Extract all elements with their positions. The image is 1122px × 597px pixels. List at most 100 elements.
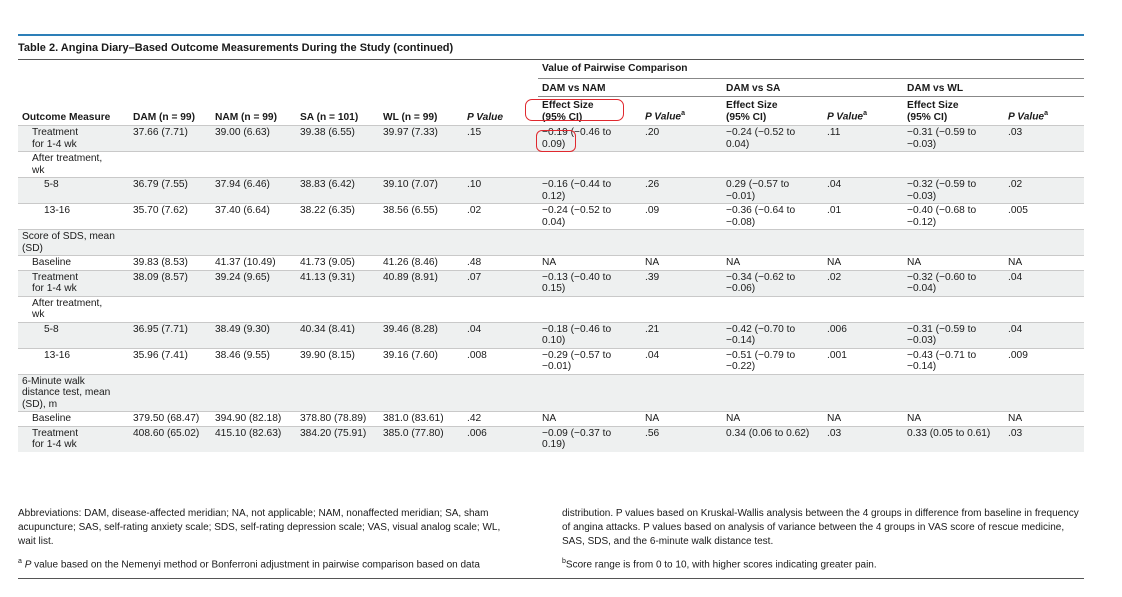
cell-p [463,151,539,178]
cell-nam: 39.00 (6.63) [211,125,296,152]
cell-sa: 39.90 (8.15) [296,347,379,374]
cell-effect-size-1 [538,151,642,178]
col-es-wl: Effect Size (95% CI) [903,96,1005,126]
cell-nam [211,373,296,412]
cell-sa: 41.73 (9.05) [296,255,379,270]
cell-p: .07 [463,269,539,296]
cell-dam: 35.70 (7.62) [129,203,211,230]
cell-p: .006 [463,425,539,452]
cell-effect-size-2 [722,373,824,412]
group-dam-vs-nam: DAM vs NAM [538,77,723,97]
cell-pvalue-1: .04 [641,347,723,374]
table-row: Treatment for 1-4 wk 38.09 (8.57) 39.24 (9.… [18,269,1085,296]
cell-pvalue-2 [823,151,904,178]
bottom-rule [18,578,1084,579]
cell-effect-size-1: −0.13 (−0.40 to 0.15) [538,269,642,296]
cell-effect-size-2: 0.34 (0.06 to 0.62) [722,425,824,452]
cell-nam: 38.49 (9.30) [211,321,296,348]
cell-dam: 379.50 (68.47) [129,411,211,426]
cell-pvalue-3: .03 [1004,125,1085,152]
table-row: After treatment, wk [18,151,1085,178]
cell-dam: 39.83 (8.53) [129,255,211,270]
cell-effect-size-1: NA [538,411,642,426]
footnote-continuation: distribution. P values based on Kruskal-… [562,508,1079,547]
row-label: 13-16 [18,347,129,374]
cell-p [463,229,539,256]
cell-effect-size-1: −0.16 (−0.44 to 0.12) [538,177,642,204]
col-dam: DAM (n = 99) [133,111,195,123]
cell-pvalue-1 [641,373,723,412]
cell-effect-size-2: NA [722,411,824,426]
row-label: 6-Minute walk distance test, mean (SD), m [18,373,129,412]
row-label: After treatment, wk [18,295,129,322]
row-label: After treatment, wk [18,151,129,178]
cell-effect-size-3: 0.33 (0.05 to 0.61) [903,425,1005,452]
col-pa-wl: P Valuea [1004,96,1085,126]
cell-effect-size-1 [538,229,642,256]
cell-pvalue-2 [823,373,904,412]
cell-wl: 38.56 (6.55) [379,203,463,230]
cell-pvalue-3: .009 [1004,347,1085,374]
cell-wl: 39.10 (7.07) [379,177,463,204]
cell-nam: 41.37 (10.49) [211,255,296,270]
cell-effect-size-3 [903,151,1005,178]
cell-dam [129,295,211,322]
cell-dam: 36.95 (7.71) [129,321,211,348]
cell-effect-size-3: NA [903,255,1005,270]
cell-p [463,373,539,412]
table-row: Treatment for 1-4 wk 408.60 (65.02) 415.10 … [18,425,1085,452]
col-pa-sa: P Valuea [823,96,904,126]
cell-pvalue-1 [641,295,723,322]
cell-effect-size-2 [722,295,824,322]
top-rule [18,34,1084,36]
col-sa: SA (n = 101) [300,111,359,123]
cell-sa [296,295,379,322]
cell-dam [129,151,211,178]
cell-dam: 35.96 (7.41) [129,347,211,374]
cell-pvalue-1: .21 [641,321,723,348]
table-row: Treatment for 1-4 wk 37.66 (7.71) 39.00 (6.… [18,125,1085,152]
cell-p: .008 [463,347,539,374]
table-row: 5-8 36.95 (7.71) 38.49 (9.30) 40.34 (8.41) 3… [18,321,1085,348]
footnote-b: bScore range is from 0 to 10, with highe… [562,558,877,571]
cell-effect-size-1: −0.29 (−0.57 to −0.01) [538,347,642,374]
cell-wl [379,151,463,178]
cell-wl: 381.0 (83.61) [379,411,463,426]
cell-sa: 378.80 (78.89) [296,411,379,426]
cell-effect-size-2: −0.24 (−0.52 to 0.04) [722,125,824,152]
row-label: Treatment for 1-4 wk [18,425,129,452]
cell-effect-size-1 [538,373,642,412]
row-label: 13-16 [18,203,129,230]
col-outcome: Outcome Measure [22,111,111,123]
cell-pvalue-3: NA [1004,411,1085,426]
cell-pvalue-1: .26 [641,177,723,204]
cell-nam: 37.94 (6.46) [211,177,296,204]
cell-pvalue-3: .02 [1004,177,1085,204]
cell-wl: 41.26 (8.46) [379,255,463,270]
cell-effect-size-1: −0.18 (−0.46 to 0.10) [538,321,642,348]
cell-pvalue-2 [823,229,904,256]
cell-pvalue-2 [823,295,904,322]
cell-pvalue-1: NA [641,255,723,270]
cell-dam [129,373,211,412]
cell-nam: 39.24 (9.65) [211,269,296,296]
cell-pvalue-3: .04 [1004,321,1085,348]
cell-effect-size-2: −0.36 (−0.64 to −0.08) [722,203,824,230]
row-label: Baseline [18,255,129,270]
row-label: Treatment for 1-4 wk [18,269,129,296]
cell-effect-size-1: −0.19 (−0.46 to 0.09) [538,125,642,152]
cell-pvalue-1: .20 [641,125,723,152]
footnote-a: a P value based on the Nemenyi method or… [18,558,480,571]
cell-sa: 38.83 (6.42) [296,177,379,204]
table-row: After treatment, wk [18,295,1085,322]
table-body: Treatment for 1-4 wk 37.66 (7.71) 39.00 (6.… [18,125,1085,452]
group-dam-vs-sa: DAM vs SA [722,77,904,97]
pairwise-header: Value of Pairwise Comparison [542,63,688,74]
cell-dam: 408.60 (65.02) [129,425,211,452]
cell-dam: 36.79 (7.55) [129,177,211,204]
col-wl: WL (n = 99) [383,111,438,123]
cell-pvalue-1 [641,229,723,256]
table-title: Table 2. Angina Diary–Based Outcome Meas… [18,36,1084,60]
cell-effect-size-3: −0.43 (−0.71 to −0.14) [903,347,1005,374]
cell-nam [211,229,296,256]
